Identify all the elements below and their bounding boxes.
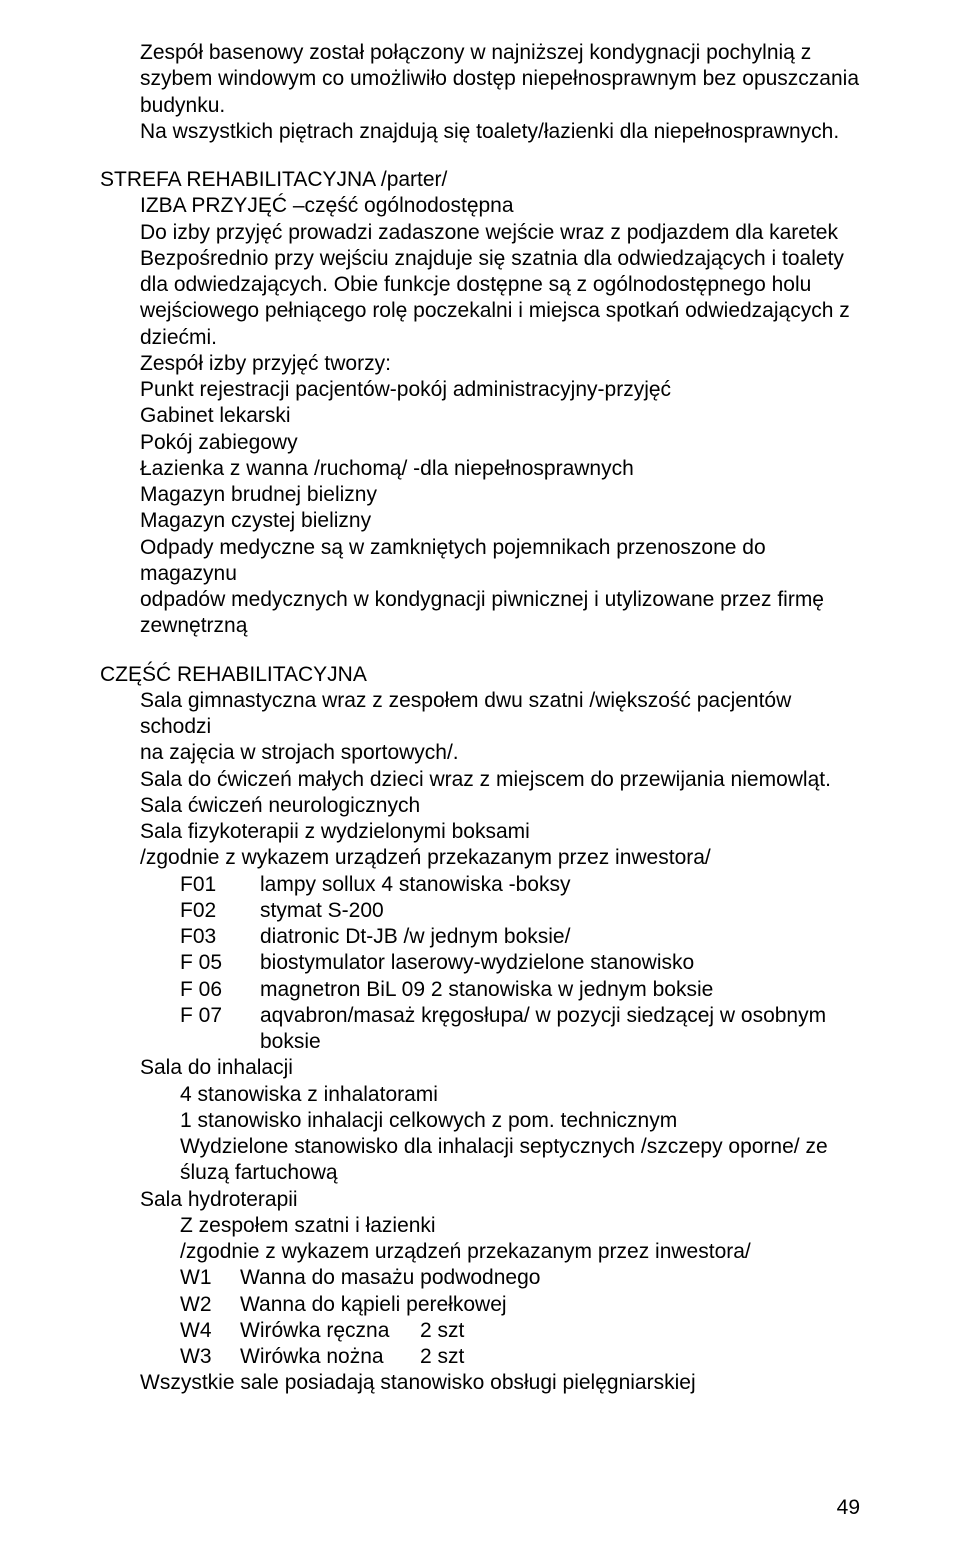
item-name: Wirówka nożna (240, 1344, 420, 1370)
item-desc: magnetron BiL 09 2 stanowiska w jednym b… (260, 977, 860, 1003)
text-line: Z zespołem szatni i łazienki (180, 1213, 860, 1239)
text-line: Magazyn brudnej bielizny (140, 482, 860, 508)
list-item: W1 Wanna do masażu podwodnego (180, 1265, 860, 1291)
text-line: Sala ćwiczeń neurologicznych (140, 793, 860, 819)
item-desc: biostymulator laserowy-wydzielone stanow… (260, 950, 860, 976)
item-code: F 06 (180, 977, 260, 1003)
item-code: W2 (180, 1292, 240, 1318)
paragraph-basen: Zespół basenowy został połączony w najni… (100, 40, 860, 145)
item-name: Wanna do kąpieli perełkowej (240, 1292, 507, 1318)
text-line: Na wszystkich piętrach znajdują się toal… (140, 119, 860, 145)
text-line: Do izby przyjęć prowadzi zadaszone wejśc… (140, 220, 860, 246)
text-line: Punkt rejestracji pacjentów-pokój admini… (140, 377, 860, 403)
text-line: Bezpośrednio przy wejściu znajduje się s… (140, 246, 860, 272)
paragraph-czesc-rehab: Sala gimnastyczna wraz z zespołem dwu sz… (100, 688, 860, 872)
item-desc: diatronic Dt-JB /w jednym boksie/ (260, 924, 860, 950)
item-code: F01 (180, 872, 260, 898)
item-code: W3 (180, 1344, 240, 1370)
text-line: Magazyn czystej bielizny (140, 508, 860, 534)
text-line: śluzą fartuchową (180, 1160, 860, 1186)
item-code: F 07 (180, 1003, 260, 1029)
text-line: Gabinet lekarski (140, 403, 860, 429)
paragraph-izba: IZBA PRZYJĘĆ –część ogólnodostępna Do iz… (100, 193, 860, 639)
item-qty: 2 szt (420, 1318, 860, 1344)
list-item: F 07 aqvabron/masaż kręgosłupa/ w pozycj… (180, 1003, 860, 1029)
text-line: odpadów medycznych w kondygnacji piwnicz… (140, 587, 860, 613)
list-item: W2 Wanna do kąpieli perełkowej (180, 1292, 860, 1318)
text-footer-line: Wszystkie sale posiadają stanowisko obsł… (100, 1370, 860, 1396)
paragraph-inhalacje: 4 stanowiska z inhalatorami 1 stanowisko… (100, 1082, 860, 1187)
text-line: Łazienka z wanna /ruchomą/ -dla niepełno… (140, 456, 860, 482)
text-line: Sala gimnastyczna wraz z zespołem dwu sz… (140, 688, 860, 741)
text-line: 4 stanowiska z inhalatorami (180, 1082, 860, 1108)
text-line: na zajęcia w strojach sportowych/. (140, 740, 860, 766)
text-line: /zgodnie z wykazem urządzeń przekazanym … (140, 845, 860, 871)
item-code: W4 (180, 1318, 240, 1344)
text-line: Sala do ćwiczeń małych dzieci wraz z mie… (140, 767, 860, 793)
text-line: Zespół basenowy został połączony w najni… (140, 40, 860, 66)
item-qty: 2 szt (420, 1344, 860, 1370)
text-line: szybem windowym co umożliwiło dostęp nie… (140, 66, 860, 92)
item-name: Wirówka ręczna (240, 1318, 420, 1344)
list-item: F 05 biostymulator laserowy-wydzielone s… (180, 950, 860, 976)
item-desc: stymat S-200 (260, 898, 860, 924)
text-line: zewnętrzną (140, 613, 860, 639)
list-item: F 06 magnetron BiL 09 2 stanowiska w jed… (180, 977, 860, 1003)
document-body: Zespół basenowy został połączony w najni… (100, 40, 860, 1397)
item-desc: lampy sollux 4 stanowiska -boksy (260, 872, 860, 898)
item-code: F 05 (180, 950, 260, 976)
text-line: /zgodnie z wykazem urządzeń przekazanym … (180, 1239, 860, 1265)
text-line: boksie (180, 1029, 860, 1055)
item-desc: aqvabron/masaż kręgosłupa/ w pozycji sie… (260, 1003, 860, 1029)
paragraph-hydro: Z zespołem szatni i łazienki /zgodnie z … (100, 1213, 860, 1266)
text-line: wejściowego pełniącego rolę poczekalni i… (140, 298, 860, 324)
list-hydro-items: W1 Wanna do masażu podwodnego W2 Wanna d… (100, 1265, 860, 1370)
text-line: Odpady medyczne są w zamkniętych pojemni… (140, 535, 860, 588)
text-line: Pokój zabiegowy (140, 430, 860, 456)
page-number: 49 (837, 1496, 860, 1520)
text-line: Sala fizykoterapii z wydzielonymi boksam… (140, 819, 860, 845)
list-item: F03 diatronic Dt-JB /w jednym boksie/ (180, 924, 860, 950)
text-line: IZBA PRZYJĘĆ –część ogólnodostępna (140, 193, 860, 219)
list-item: F02 stymat S-200 (180, 898, 860, 924)
text-line: dla odwiedzających. Obie funkcje dostępn… (140, 272, 860, 298)
text-line: 1 stanowisko inhalacji celkowych z pom. … (180, 1108, 860, 1134)
subheading-inhalacje: Sala do inhalacji (100, 1055, 860, 1081)
item-code: F03 (180, 924, 260, 950)
list-item: W3 Wirówka nożna 2 szt (180, 1344, 860, 1370)
item-code: F02 (180, 898, 260, 924)
list-fizykoterapia: F01 lampy sollux 4 stanowiska -boksy F02… (100, 872, 860, 1056)
text-line: dziećmi. (140, 325, 860, 351)
list-item: W4 Wirówka ręczna 2 szt (180, 1318, 860, 1344)
text-line: budynku. (140, 93, 860, 119)
subheading-hydroterapia: Sala hydroterapii (100, 1187, 860, 1213)
item-name: Wanna do masażu podwodnego (240, 1265, 540, 1291)
text-line: Zespół izby przyjęć tworzy: (140, 351, 860, 377)
text-line: Wydzielone stanowisko dla inhalacji sept… (180, 1134, 860, 1160)
section-heading-rehab: STREFA REHABILITACYJNA /parter/ (100, 167, 860, 193)
section-heading-czesc-rehab: CZĘŚĆ REHABILITACYJNA (100, 662, 860, 688)
list-item: F01 lampy sollux 4 stanowiska -boksy (180, 872, 860, 898)
item-code: W1 (180, 1265, 240, 1291)
